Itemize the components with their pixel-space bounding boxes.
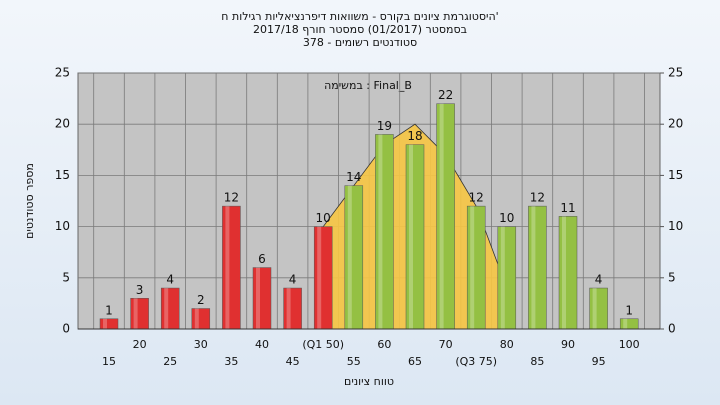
value-label: 1 — [105, 303, 113, 317]
y2-tick-label: 0 — [668, 322, 676, 336]
bar-shine — [531, 206, 536, 329]
bar — [528, 205, 547, 330]
y-tick-label: 20 — [55, 117, 70, 131]
bar-shine — [225, 206, 230, 329]
y-tick-label: 5 — [62, 270, 70, 284]
x-tick-label: 45 — [286, 355, 300, 368]
chart-subtitle: בסמסטר (01/2017) סמסטר חורף 2017/18 — [253, 23, 467, 36]
bar-shine — [347, 185, 352, 329]
bar — [283, 287, 302, 330]
x-tick-label: 35 — [224, 355, 238, 368]
x-tick-label: 80 — [500, 338, 514, 351]
value-label: 4 — [595, 273, 603, 287]
value-label: 14 — [346, 170, 361, 184]
bar — [466, 205, 486, 330]
annotation: במשימה : Final_B — [324, 79, 412, 92]
value-label: 11 — [560, 201, 575, 215]
x-tick-label: 65 — [408, 355, 422, 368]
x-tick-label: 40 — [255, 338, 269, 351]
bar-shine — [286, 288, 291, 329]
value-label: 12 — [469, 191, 484, 205]
x-tick-label: 90 — [561, 338, 575, 351]
bar — [436, 103, 455, 330]
value-label: 4 — [166, 273, 174, 287]
x-tick-label: 95 — [592, 355, 606, 368]
bar-shine — [470, 206, 475, 329]
value-label: 10 — [316, 211, 331, 225]
bar — [130, 298, 149, 330]
bar-shine — [562, 216, 566, 329]
value-label: 2 — [197, 293, 205, 307]
bar — [405, 144, 425, 330]
bar-shine — [164, 288, 169, 329]
bar — [222, 205, 241, 330]
bar — [344, 185, 364, 330]
bar-shine — [409, 144, 413, 329]
y2-tick-label: 10 — [668, 219, 683, 233]
y2-tick-label: 20 — [668, 117, 683, 131]
bar — [558, 216, 578, 330]
bar — [99, 318, 119, 330]
bar-shine — [592, 288, 597, 329]
x-tick-label: 60 — [377, 338, 391, 351]
value-label: 12 — [224, 191, 239, 205]
value-label: 19 — [377, 119, 392, 133]
bar-shine — [500, 226, 505, 329]
bar — [160, 287, 180, 330]
bar — [497, 226, 517, 330]
x-tick-label: 15 — [102, 355, 116, 368]
y-axis-label: מספר סטודנטים — [23, 163, 36, 239]
value-label: 18 — [407, 129, 422, 143]
x-tick-label: (Q1 50) — [302, 338, 344, 351]
y-tick-label: 25 — [55, 66, 70, 80]
bar — [619, 318, 639, 330]
value-label: 12 — [530, 191, 545, 205]
value-label: 10 — [499, 211, 514, 225]
bar — [375, 134, 394, 330]
y2-tick-label: 5 — [668, 270, 676, 284]
y-tick-label: 0 — [62, 322, 70, 336]
x-tick-label: 70 — [439, 338, 453, 351]
y2-tick-label: 25 — [668, 66, 683, 80]
value-label: 6 — [258, 252, 266, 266]
chart-subtitle: סטודנטים רשומים - 378 — [303, 36, 417, 49]
y-tick-label: 10 — [55, 219, 70, 233]
bar-shine — [623, 318, 628, 329]
bar-shine — [194, 308, 199, 329]
x-tick-label: 20 — [133, 338, 147, 351]
value-label: 3 — [136, 283, 144, 297]
bar — [313, 226, 333, 330]
bar-shine — [133, 298, 138, 329]
x-axis-label: טווח ציונים — [344, 375, 394, 388]
bar-shine — [317, 226, 322, 329]
value-label: 4 — [289, 273, 297, 287]
bar-shine — [378, 134, 383, 329]
bar-shine — [256, 267, 260, 329]
bar-shine — [439, 103, 444, 329]
bar-shine — [103, 318, 107, 329]
x-tick-label: 85 — [530, 355, 544, 368]
x-tick-label: 100 — [619, 338, 640, 351]
x-tick-label: 30 — [194, 338, 208, 351]
value-label: 22 — [438, 88, 453, 102]
y-tick-label: 15 — [55, 168, 70, 182]
bar — [191, 308, 211, 330]
bar — [252, 267, 272, 330]
chart-title: היסטוגרמת ציונים בקורס - משוואות דיפרנצי… — [221, 10, 498, 23]
x-tick-label: 55 — [347, 355, 361, 368]
value-label: 1 — [625, 303, 633, 317]
x-tick-label: (Q3 75) — [455, 355, 497, 368]
x-tick-label: 25 — [163, 355, 177, 368]
y2-tick-label: 15 — [668, 168, 683, 182]
bar — [589, 287, 608, 330]
